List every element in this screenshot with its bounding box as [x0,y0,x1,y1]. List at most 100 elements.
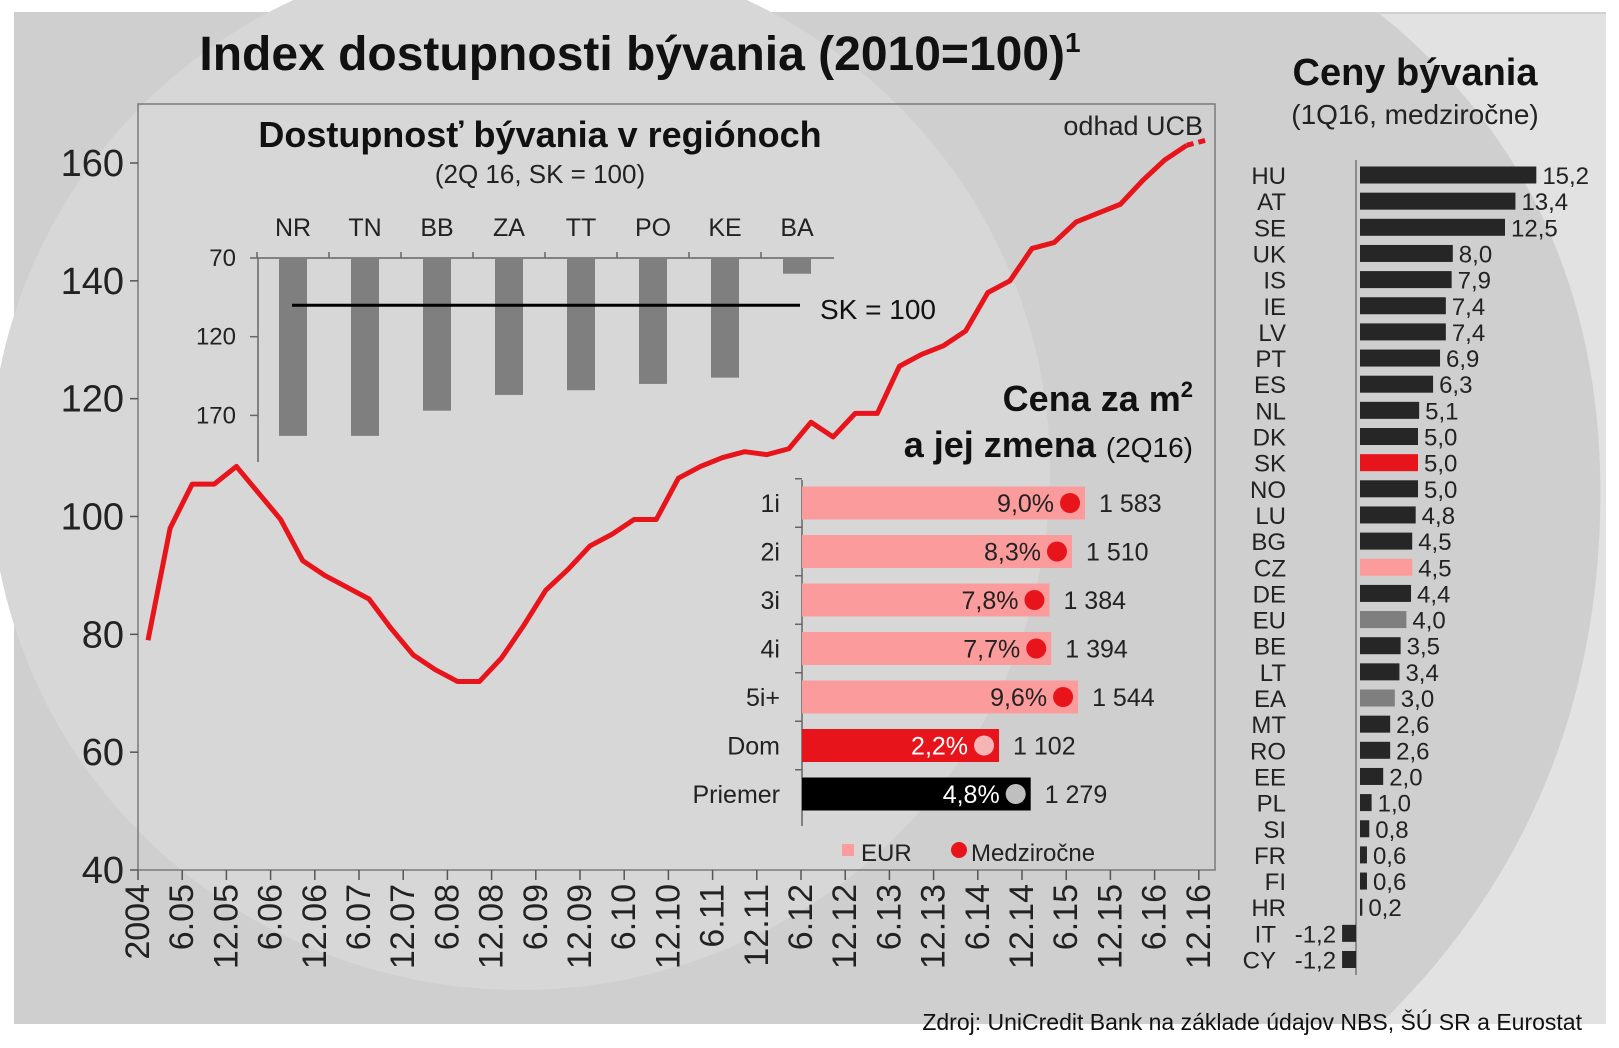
eu-country-label: MT [1251,712,1286,739]
eu-bar [1360,480,1418,498]
eu-country-label: IT [1255,921,1277,948]
eu-country-label: NO [1250,477,1286,504]
price-value-label: 1 394 [1065,636,1128,664]
region-y-tick-label: 70 [209,245,236,272]
eu-bar [1360,192,1516,210]
eu-country-label: RO [1250,738,1286,765]
yoy-marker [1005,784,1026,804]
eu-country-label: LT [1260,660,1287,687]
eu-country-label: PT [1255,346,1286,373]
eu-value-label: 12,5 [1511,215,1558,242]
eu-bar [1360,244,1453,262]
yoy-marker [1026,638,1047,659]
region-category-label: BA [780,214,814,242]
x-tick-label: 2004 [119,884,157,960]
source-note: Zdroj: UniCredit Bank na základe údajov … [922,1008,1582,1035]
eu-house-prices-chart: Ceny bývania (1Q16, medziročne) HU 15,2 AT… [1243,52,1589,975]
price-bar [802,729,1000,762]
y-tick-label: 60 [82,732,124,774]
x-tick-label: 6.12 [782,884,820,950]
yoy-marker [1053,687,1074,707]
eu-value-label: 4,8 [1422,503,1455,530]
eu-bar [1360,349,1441,367]
eu-value-label: 1,0 [1378,791,1411,818]
eu-value-label: 6,3 [1439,372,1472,399]
x-tick-label: 6.06 [252,884,290,950]
eu-bar [1360,898,1363,916]
eu-value-label: 4,4 [1417,581,1450,608]
x-tick-label: 12.13 [915,884,953,969]
price-chart-legend: EUR Medziročne [842,840,1095,867]
main-title: Index dostupnosti bývania (2010=100)1 [199,27,1080,81]
x-tick-label: 6.05 [163,884,201,950]
x-tick-label: 12.12 [826,884,864,969]
y-tick-label: 100 [61,497,124,539]
x-tick-label: 6.11 [694,884,732,948]
y-tick-label: 40 [82,850,124,892]
eu-bar [1360,689,1395,707]
eu-bar [1360,271,1452,289]
y-tick-label: 120 [61,379,124,421]
region-category-label: ZA [493,214,525,242]
price-category-label: 4i [761,636,780,664]
yoy-marker [1046,541,1067,562]
eu-bar [1360,297,1446,315]
x-tick-label: 6.14 [959,884,997,950]
eu-bar [1360,166,1537,184]
eu-value-label: 2,0 [1389,764,1422,791]
eu-country-label: NL [1255,398,1286,425]
eu-country-label: CY [1243,948,1276,975]
eu-bar [1360,584,1412,602]
x-tick-label: 12.16 [1180,884,1218,969]
yoy-label: 9,0% [997,490,1054,518]
price-value-label: 1 583 [1099,490,1162,518]
eu-country-label: HU [1251,163,1286,190]
x-tick-label: 6.09 [517,884,555,950]
eu-bar [1360,741,1391,759]
line-chart-x-axis: 2004 6.05 12.05 6.06 12.06 6.07 12.07 6.08 12.08… [119,870,1218,969]
eu-country-label: FI [1265,869,1286,896]
eu-country-label: DE [1253,581,1286,608]
eu-value-label: 7,4 [1452,320,1485,347]
affordability-estimate-line [1186,137,1210,148]
eu-value-label: 6,9 [1446,346,1479,373]
price-value-label: 1 510 [1086,539,1149,567]
eu-country-label: BG [1251,529,1286,556]
price-per-m2-chart: Cena za m2 a jej zmena (2Q16) 1i 9,0% 1 583… [692,377,1193,867]
eu-country-label: IE [1263,294,1286,321]
eu-country-label: SK [1254,451,1286,478]
region-bar [351,258,379,436]
eu-bar [1360,611,1407,629]
eu-bar [1360,558,1413,576]
price-bar [802,632,1052,665]
eu-country-label: AT [1257,189,1286,216]
x-tick-label: 12.11 [738,884,776,967]
eu-country-label: BE [1254,634,1286,661]
region-y-tick-label: 120 [196,324,236,351]
region-category-label: BB [420,214,453,242]
region-category-label: NR [275,214,311,242]
region-bar [279,258,307,436]
eu-value-label: 0,8 [1375,817,1408,844]
eu-value-label: 7,9 [1458,268,1491,295]
eu-value-label: 3,4 [1405,660,1438,687]
region-bar [711,258,739,378]
region-y-tick-label: 170 [196,402,236,429]
region-bar [783,258,811,274]
eu-country-label: LV [1258,320,1286,347]
eu-country-label: SI [1263,817,1286,844]
x-tick-label: 6.10 [605,884,643,950]
price-bar [802,583,1050,617]
eu-bars: HU 15,2 AT 13,4 SE 12,5 UK 8,0 IS 7,9 IE 7,4 LV 7,4 PT… [1243,160,1589,975]
estimate-label: odhad UCB [1063,111,1203,141]
x-tick-label: 12.15 [1091,884,1129,969]
region-chart-subtitle: (2Q 16, SK = 100) [435,159,645,189]
eu-country-label: EU [1253,608,1286,635]
x-tick-label: 12.09 [561,884,599,969]
regional-affordability-chart: Dostupnosť bývania v regiónoch (2Q 16, S… [196,114,936,462]
eu-bar [1360,506,1416,524]
x-tick-label: 6.16 [1136,884,1174,950]
eu-value-label: 4,5 [1418,555,1451,582]
eu-country-label: SE [1254,215,1286,242]
